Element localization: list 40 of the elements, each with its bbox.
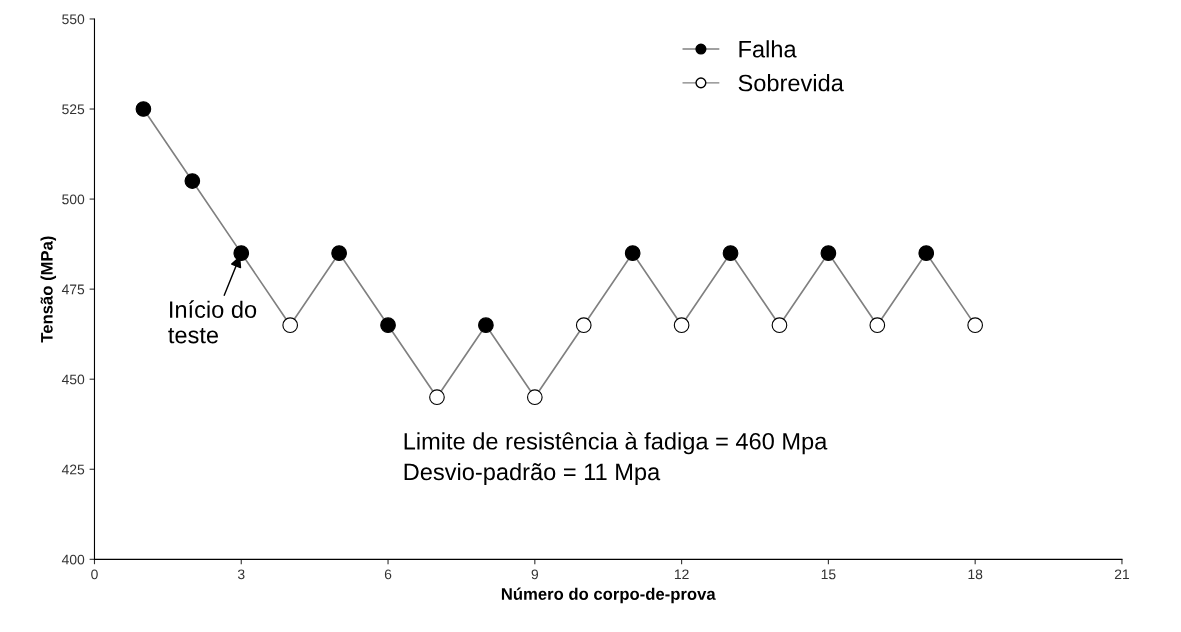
y-axis-title: Tensão (MPa): [40, 236, 57, 343]
x-tick-label: 6: [384, 569, 392, 580]
y-tick-label: 475: [61, 284, 85, 295]
point: [869, 317, 886, 334]
x-tick-label: 12: [674, 569, 689, 580]
point: [918, 245, 935, 261]
point: [722, 245, 739, 261]
x-axis-title: Número do corpo-de-prova: [501, 587, 716, 604]
annotation: Limite de resistência à fadiga = 460 Mpa: [404, 432, 828, 455]
point: [478, 317, 494, 334]
y-tick-label: 525: [62, 104, 85, 115]
point: [967, 317, 984, 334]
point: [282, 317, 299, 334]
point: [429, 389, 445, 406]
x-tick-label: 0: [91, 569, 98, 580]
y-tick-label: 500: [62, 194, 85, 205]
point: [771, 317, 788, 334]
annotation: Início do teste: [168, 300, 257, 344]
x-tick-label: 15: [821, 569, 836, 580]
annotation: Desvio-padrão = 11 Mpa: [404, 462, 661, 485]
point: [624, 245, 641, 261]
legend-label: Falha: [739, 40, 797, 58]
legend-label: Sobrevida: [738, 74, 844, 92]
point: [184, 173, 201, 189]
point: [526, 389, 543, 406]
x-tick-label: 3: [237, 569, 245, 580]
point: [380, 317, 396, 334]
y-tick-label: 425: [61, 464, 85, 475]
x-tick-label: 21: [1114, 569, 1129, 580]
point: [233, 245, 250, 261]
y-tick-label: 550: [62, 14, 85, 25]
point: [673, 317, 690, 334]
y-tick-label: 450: [61, 374, 85, 385]
point: [820, 245, 837, 261]
point: [135, 101, 152, 117]
point: [331, 245, 347, 261]
y-tick-label: 400: [61, 554, 85, 565]
point: [575, 317, 592, 334]
x-tick-label: 18: [968, 569, 983, 580]
x-tick-label: 9: [531, 569, 539, 580]
